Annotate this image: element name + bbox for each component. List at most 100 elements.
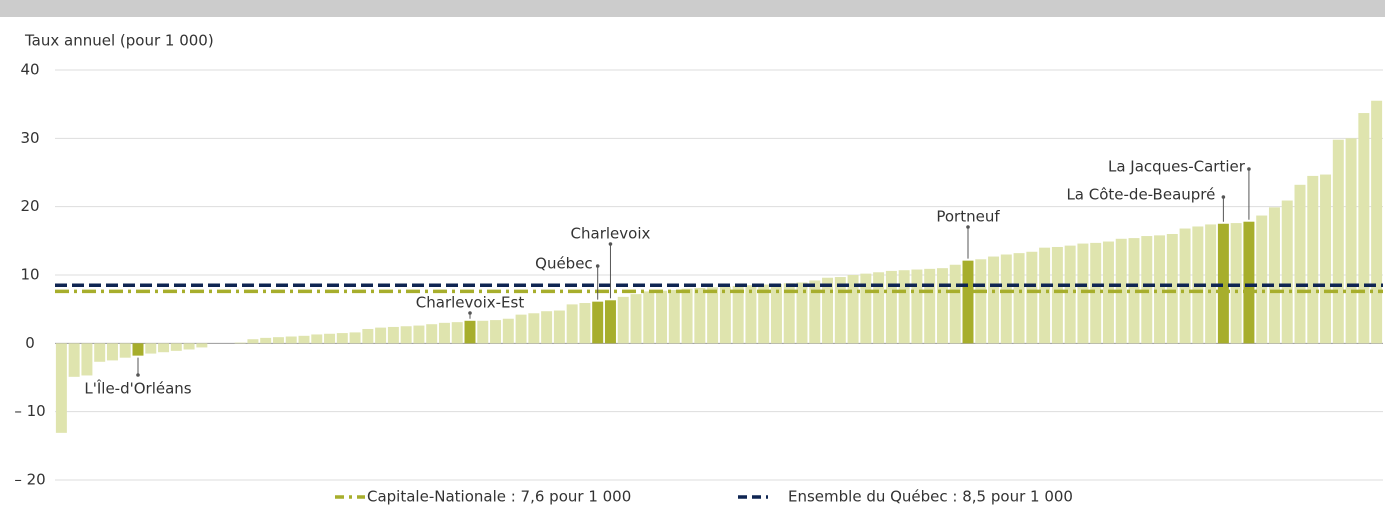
bar — [579, 303, 591, 344]
bar — [247, 339, 259, 344]
bar — [873, 272, 885, 344]
bar — [426, 324, 438, 344]
bar-label: La Côte-de-Beaupré — [1066, 186, 1215, 204]
bar-label: La Jacques-Cartier — [1108, 158, 1246, 176]
bar — [592, 301, 604, 344]
bar — [106, 343, 118, 361]
bar — [643, 291, 655, 344]
bar — [758, 284, 770, 344]
bar — [362, 328, 374, 344]
leader-dot — [966, 225, 970, 229]
bar — [1166, 234, 1178, 344]
bar — [311, 334, 323, 344]
bar — [196, 343, 208, 348]
y-tick-label: 0 — [25, 334, 35, 352]
bar — [1332, 139, 1344, 344]
bar — [1051, 246, 1063, 344]
leader-dot — [1247, 167, 1251, 171]
bar — [183, 343, 195, 350]
bar-label: Portneuf — [936, 208, 1000, 226]
bar — [464, 320, 476, 344]
bar — [490, 320, 502, 344]
bar — [349, 332, 361, 344]
leader-dot — [595, 264, 600, 268]
bar — [1281, 200, 1293, 344]
bar — [158, 343, 170, 353]
legend-label: Ensemble du Québec : 8,5 pour 1 000 — [788, 488, 1073, 506]
y-tick-label: 20 — [20, 197, 39, 215]
bar — [260, 337, 272, 344]
bar — [413, 325, 425, 344]
bar — [783, 283, 795, 344]
bar — [770, 283, 782, 344]
y-tick-label: – 10 — [14, 402, 45, 420]
bar — [656, 290, 668, 344]
bar — [694, 287, 706, 344]
y-axis-label: Taux annuel (pour 1 000) — [24, 32, 214, 50]
bar — [898, 270, 910, 344]
bar — [515, 314, 527, 344]
leader-dot — [468, 311, 472, 315]
bar — [834, 277, 846, 344]
bar — [553, 310, 565, 344]
bar — [1345, 138, 1357, 344]
bar — [170, 343, 182, 351]
bar — [1205, 224, 1217, 344]
bar — [732, 285, 744, 344]
bar — [847, 275, 859, 344]
bar — [400, 326, 412, 344]
bar — [796, 282, 808, 344]
bar — [949, 264, 961, 344]
bar-label: Charlevoix — [571, 225, 651, 243]
bar — [1294, 184, 1306, 344]
bar — [1358, 113, 1370, 344]
bar — [630, 294, 642, 344]
bar — [285, 336, 297, 344]
bar — [962, 260, 974, 344]
bar — [1039, 247, 1051, 344]
bar — [336, 333, 348, 344]
bar — [1256, 215, 1268, 344]
bar — [119, 343, 131, 358]
bar — [132, 343, 144, 356]
bar — [1320, 174, 1332, 344]
bar — [1154, 235, 1166, 344]
bar — [1064, 245, 1076, 344]
bar — [975, 259, 987, 344]
bar — [1013, 253, 1025, 344]
bar — [822, 277, 834, 344]
bar — [1371, 100, 1383, 344]
bar-label: L'Île-d'Orléans — [84, 379, 191, 398]
leader-dot — [1221, 195, 1226, 199]
bar — [988, 256, 1000, 344]
bar — [1230, 223, 1242, 344]
bar — [681, 288, 693, 344]
bar-label: Charlevoix-Est — [416, 294, 525, 312]
bar — [81, 343, 93, 376]
bar — [68, 343, 80, 377]
leader-dot — [136, 373, 140, 377]
bar — [541, 311, 553, 344]
bar — [298, 335, 310, 344]
bar — [438, 322, 450, 344]
bar — [719, 286, 731, 344]
bar — [145, 343, 157, 354]
bar — [234, 342, 246, 344]
bar — [55, 343, 67, 433]
bar — [911, 269, 923, 344]
bar — [272, 337, 284, 344]
y-tick-label: 10 — [20, 266, 39, 284]
bar — [885, 270, 897, 344]
bar — [1090, 242, 1102, 344]
bar — [668, 290, 680, 344]
bar — [528, 313, 540, 344]
bar — [809, 280, 821, 344]
bar-label: Québec — [535, 255, 593, 273]
bar — [1268, 207, 1280, 344]
bar — [1128, 238, 1140, 344]
bar — [745, 285, 757, 344]
bar — [502, 318, 514, 344]
leader-dot — [608, 242, 613, 246]
legend-label: Capitale-Nationale : 7,6 pour 1 000 — [367, 488, 631, 506]
